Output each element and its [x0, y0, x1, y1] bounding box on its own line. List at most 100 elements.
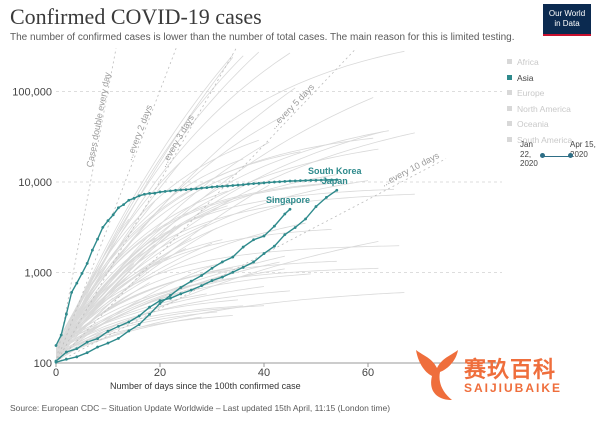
background-country-line: [56, 193, 415, 353]
data-point: [262, 181, 266, 185]
data-point: [252, 260, 256, 264]
data-point: [293, 179, 297, 183]
data-point: [189, 288, 193, 292]
data-point: [205, 186, 209, 190]
background-country-line: [56, 141, 270, 358]
data-point: [54, 344, 58, 347]
legend-label: Oceania: [517, 119, 549, 129]
series-line-2[interactable]: [55, 208, 291, 363]
reference-line-label-0: Cases double every day: [85, 71, 113, 168]
background-country-line: [56, 174, 337, 348]
legend-swatch: [507, 105, 512, 111]
data-point: [231, 184, 235, 187]
reference-line-label-3: ...every 5 days: [269, 81, 317, 131]
legend-label: South America: [517, 134, 573, 145]
data-point: [200, 284, 204, 288]
watermark-english-text: SAIJIUBAIKE: [464, 381, 563, 395]
data-point: [288, 179, 292, 183]
reference-line-label-2: ...every 3 days: [158, 113, 196, 169]
data-point: [75, 355, 79, 359]
data-point: [132, 196, 136, 200]
data-point: [241, 265, 245, 269]
data-point: [85, 351, 89, 355]
data-point: [189, 279, 193, 283]
legend-item-north-america[interactable]: North America: [507, 102, 572, 118]
background-country-line: [56, 243, 156, 354]
data-point: [75, 281, 79, 285]
legend-item-asia[interactable]: Asia: [507, 71, 572, 87]
owid-logo[interactable]: Our World in Data: [543, 4, 591, 36]
data-point: [137, 314, 141, 318]
data-point: [304, 217, 307, 221]
data-point: [314, 205, 318, 208]
reference-line-4: [56, 158, 447, 363]
legend-item-oceania[interactable]: Oceania: [507, 117, 572, 133]
data-point: [96, 237, 99, 241]
background-country-line: [56, 263, 218, 362]
legend-swatch: [507, 121, 512, 126]
legend-item-europe[interactable]: Europe: [507, 86, 572, 102]
reference-line-label-4: ...every 10 days: [380, 150, 441, 189]
legend-label: Asia: [517, 72, 534, 83]
background-country-lines: [56, 50, 415, 363]
data-point: [137, 194, 141, 198]
data-point: [122, 203, 125, 207]
timeline-track[interactable]: [542, 156, 570, 157]
background-country-line: [56, 290, 291, 358]
whale-tail-logo: [416, 350, 458, 400]
timeline-control[interactable]: Jan 22, 2020 Apr 15, 2020: [520, 140, 596, 180]
data-point: [293, 226, 297, 229]
x-tick-label-3: 60: [362, 367, 374, 379]
series-label-0: South Korea: [308, 166, 362, 176]
legend-swatch: [507, 74, 512, 80]
background-country-line: [56, 245, 400, 347]
legend-item-africa[interactable]: Africa: [507, 55, 572, 71]
data-point: [252, 182, 256, 186]
timeline-end-handle[interactable]: [568, 153, 573, 158]
data-point: [179, 292, 183, 296]
data-point: [252, 238, 256, 242]
x-axis-label: Number of days since the 100th confirmed…: [110, 381, 301, 391]
series-line-1[interactable]: [55, 189, 338, 362]
data-point: [247, 182, 250, 186]
background-country-line: [56, 242, 213, 347]
data-point: [273, 244, 276, 248]
data-point: [106, 341, 110, 345]
legend-item-south-america[interactable]: South America: [507, 133, 572, 149]
data-point: [117, 206, 120, 210]
data-point: [335, 178, 339, 182]
timeline-start-handle[interactable]: [540, 153, 545, 158]
logo-line-2: in Data: [554, 19, 580, 28]
data-point: [241, 183, 245, 187]
data-point: [226, 184, 230, 188]
data-point: [75, 347, 79, 351]
data-point: [111, 213, 115, 217]
data-point: [65, 357, 68, 361]
background-country-line: [56, 267, 379, 351]
data-point: [70, 291, 73, 294]
data-point: [200, 274, 204, 277]
data-point: [299, 179, 302, 183]
data-point: [106, 329, 110, 333]
background-country-line: [56, 54, 234, 354]
data-point: [210, 279, 214, 282]
data-point: [158, 302, 162, 305]
data-point: [221, 260, 224, 264]
legend-label: Europe: [517, 88, 545, 98]
data-point: [101, 225, 105, 229]
data-point: [65, 312, 68, 316]
data-point: [330, 178, 333, 182]
data-point: [153, 191, 157, 195]
data-point: [127, 198, 131, 202]
background-country-line: [56, 139, 259, 351]
background-country-line: [56, 292, 405, 358]
background-country-line: [56, 260, 337, 354]
data-point: [335, 188, 339, 192]
background-country-line: [56, 151, 301, 346]
data-point: [179, 188, 183, 192]
watermark: 赛玖百科 SAIJIUBAIKE: [412, 346, 592, 406]
data-point: [148, 305, 152, 309]
y-tick-label-1: 1,000: [24, 267, 52, 279]
data-point: [262, 252, 266, 255]
